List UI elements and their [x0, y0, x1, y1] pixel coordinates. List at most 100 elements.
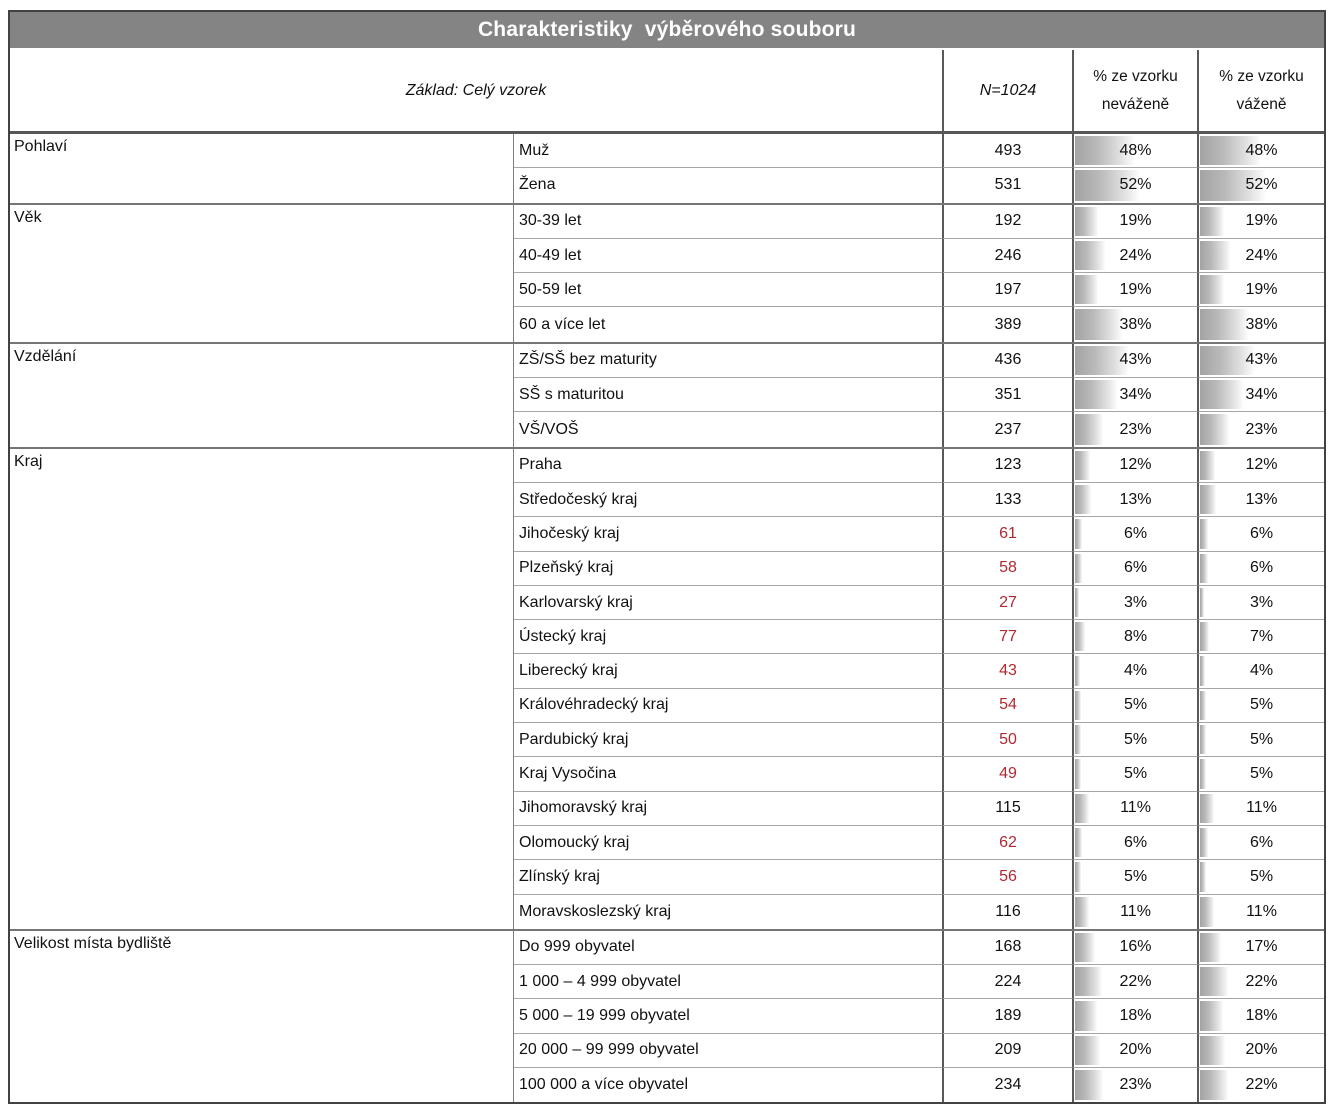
pct-unweighted-cell: 8%	[1072, 620, 1197, 655]
pct-unweighted-cell: 11%	[1072, 791, 1197, 826]
pct-weighted-cell: 11%	[1197, 791, 1324, 826]
pct-value: 11%	[1120, 799, 1151, 817]
gradient-data-bar	[1075, 345, 1128, 376]
pct-value: 19%	[1245, 280, 1278, 298]
pct-unweighted-cell: 5%	[1072, 860, 1197, 895]
pct-weighted-cell: 43%	[1197, 343, 1324, 379]
row-label-cell: 40-49 let	[513, 238, 942, 274]
gradient-data-bar	[1200, 450, 1215, 480]
pct-value: 43%	[1119, 351, 1152, 369]
gradient-data-bar	[1075, 725, 1082, 755]
gradient-data-bar	[1075, 1001, 1098, 1031]
pct-value: 6%	[1249, 833, 1274, 851]
n-count-cell: 133	[942, 482, 1072, 518]
pct-weighted-cell: 7%	[1197, 620, 1324, 655]
n-count-cell-flagged: 62	[942, 825, 1072, 861]
pct-value: 12%	[1119, 456, 1152, 474]
pct-value: 23%	[1119, 420, 1152, 438]
pct-value: 11%	[1246, 799, 1277, 817]
gradient-data-bar	[1075, 240, 1105, 271]
gradient-data-bar	[1200, 240, 1230, 271]
row-label-cell: Olomoucký kraj	[513, 825, 942, 861]
pct-unweighted-cell: 52%	[1072, 168, 1197, 203]
pct-value: 6%	[1249, 524, 1274, 542]
pct-value: 38%	[1119, 315, 1152, 333]
gradient-data-bar	[1075, 275, 1099, 305]
pct-weighted-cell: 20%	[1197, 1033, 1324, 1069]
gradient-data-bar	[1200, 862, 1207, 892]
row-label-cell: 20 000 – 99 999 obyvatel	[513, 1033, 942, 1069]
row-label-cell: VŠ/VOŠ	[513, 412, 942, 447]
header-base-label: Základ: Celý vzorek	[405, 81, 547, 99]
table-header-row: Základ: Celý vzorek N=1024 % ze vzorku n…	[10, 50, 1324, 134]
pct-value: 52%	[1119, 176, 1152, 194]
row-label-cell: Do 999 obyvatel	[513, 930, 942, 966]
pct-unweighted-cell: 34%	[1072, 378, 1197, 413]
gradient-data-bar	[1075, 932, 1095, 963]
n-count-cell: 234	[942, 1068, 1072, 1103]
pct-value: 48%	[1245, 141, 1278, 159]
n-count-cell-flagged: 54	[942, 688, 1072, 724]
table-group: Velikost místa bydliště Do 999 obyvatel 16…	[10, 930, 1324, 1103]
pct-value: 13%	[1119, 490, 1152, 508]
pct-value: 22%	[1119, 972, 1152, 990]
pct-value: 6%	[1123, 833, 1148, 851]
n-count-cell: 436	[942, 343, 1072, 379]
row-label-cell: Královéhradecký kraj	[513, 688, 942, 724]
gradient-data-bar	[1200, 484, 1217, 515]
pct-value: 13%	[1245, 490, 1278, 508]
gradient-data-bar	[1200, 380, 1243, 410]
n-count-cell: 123	[942, 448, 1072, 483]
gradient-data-bar	[1200, 896, 1214, 927]
table-body: Pohlaví Muž 493 48% 48% Žena 531 52% 52% Věk 30-39…	[10, 134, 1324, 1103]
pct-value: 24%	[1245, 246, 1278, 264]
category-cell: Pohlaví	[14, 138, 68, 155]
pct-value: 38%	[1245, 315, 1278, 333]
table-group: Kraj Praha 123 12% 12% Středočeský kraj 133 13%…	[10, 448, 1324, 931]
gradient-data-bar	[1075, 309, 1122, 340]
pct-unweighted-cell: 4%	[1072, 654, 1197, 689]
n-count-cell-flagged: 43	[942, 654, 1072, 689]
pct-weighted-cell: 19%	[1197, 204, 1324, 239]
gradient-data-bar	[1075, 414, 1104, 445]
pct-value: 5%	[1249, 764, 1274, 782]
n-count-cell: 116	[942, 894, 1072, 929]
pct-unweighted-cell: 6%	[1072, 517, 1197, 552]
pct-value: 22%	[1245, 972, 1278, 990]
n-count-cell-flagged: 77	[942, 620, 1072, 655]
pct-unweighted-cell: 22%	[1072, 965, 1197, 1000]
pct-weighted-cell: 38%	[1197, 307, 1324, 342]
table-title: Charakteristiky výběrového souboru	[10, 12, 1324, 50]
pct-value: 5%	[1123, 867, 1148, 885]
pct-weighted-cell: 11%	[1197, 894, 1324, 929]
pct-value: 5%	[1123, 764, 1148, 782]
gradient-data-bar	[1200, 967, 1228, 997]
pct-value: 16%	[1119, 938, 1152, 956]
pct-weighted-cell: 17%	[1197, 930, 1324, 966]
pct-value: 7%	[1249, 627, 1274, 645]
gradient-data-bar	[1075, 759, 1082, 789]
pct-weighted-cell: 34%	[1197, 378, 1324, 413]
pct-weighted-cell: 5%	[1197, 688, 1324, 724]
pct-value: 6%	[1123, 524, 1148, 542]
row-label-cell: ZŠ/SŠ bez maturity	[513, 343, 942, 379]
row-label-cell: 100 000 a více obyvatel	[513, 1068, 942, 1103]
category-cell: Věk	[14, 208, 42, 226]
n-count-cell: 351	[942, 378, 1072, 413]
pct-value: 5%	[1249, 696, 1274, 714]
gradient-data-bar	[1200, 309, 1248, 340]
gradient-data-bar	[1075, 136, 1135, 166]
row-label-cell: Muž	[513, 134, 942, 169]
pct-unweighted-cell: 12%	[1072, 448, 1197, 483]
table-group: Pohlaví Muž 493 48% 48% Žena 531 52% 52%	[10, 134, 1324, 205]
pct-value: 18%	[1119, 1007, 1152, 1025]
pct-unweighted-cell: 13%	[1072, 482, 1197, 518]
gradient-data-bar	[1200, 587, 1204, 618]
n-count-cell-flagged: 50	[942, 723, 1072, 758]
n-count-cell: 531	[942, 168, 1072, 203]
pct-value: 5%	[1249, 730, 1274, 748]
pct-unweighted-cell: 23%	[1072, 1068, 1197, 1103]
n-count-cell-flagged: 61	[942, 517, 1072, 552]
gradient-data-bar	[1200, 725, 1207, 755]
row-label-cell: Jihočeský kraj	[513, 517, 942, 552]
